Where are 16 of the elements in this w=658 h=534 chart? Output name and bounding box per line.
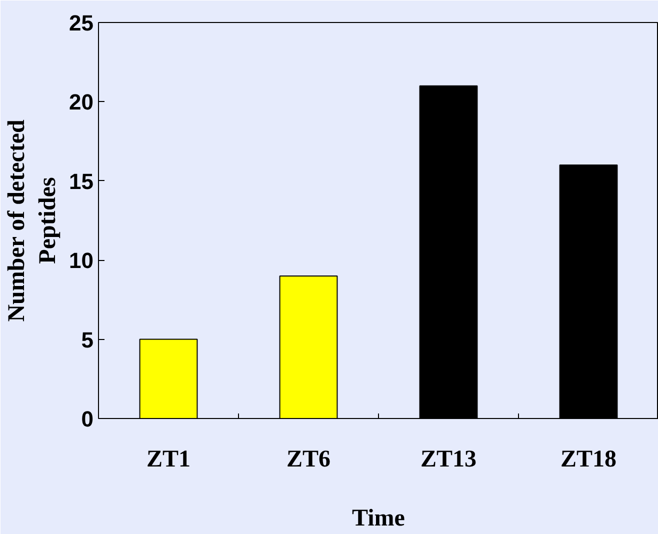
bar (139, 338, 198, 418)
bar (559, 164, 618, 418)
y-tick-label: 5 (81, 327, 94, 352)
bar (419, 85, 478, 418)
y-tick-label: 15 (69, 168, 94, 194)
y-tick-label: 10 (69, 248, 94, 274)
y-axis-title: Number of detected Peptides (4, 118, 62, 322)
x-tick-label: ZT6 (286, 446, 331, 472)
x-axis-title: Time (352, 506, 406, 532)
y-tick-label: 0 (81, 406, 94, 432)
y-tick-label: 25 (69, 10, 94, 36)
y-tick-label: 20 (69, 90, 94, 115)
x-tick-label: ZT1 (146, 446, 191, 472)
bar (279, 275, 338, 418)
x-tick-label: ZT13 (420, 446, 477, 472)
x-tick-label: ZT18 (560, 446, 617, 472)
